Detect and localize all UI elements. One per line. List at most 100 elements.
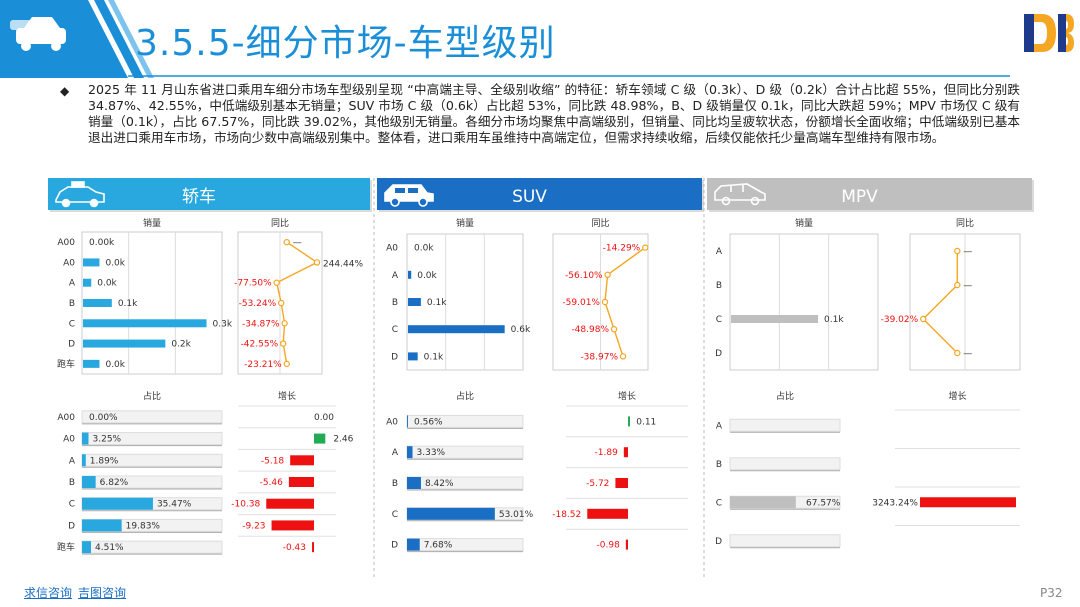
volume-value-label: 0.1k [824,315,844,325]
growth-value-label: 0.11 [636,417,656,427]
share-value-label: 67.57% [806,498,841,508]
segment-header: 轿车 [48,178,372,212]
growth-bar [587,508,628,519]
category-label: C [69,500,75,510]
category-label: D [715,537,722,547]
category-label: 跑车 [57,541,75,553]
yoy-point [283,360,290,368]
category-label: C [69,319,75,329]
yoy-label: 同比 [271,217,289,229]
growth-bar [290,455,314,466]
bullet-icon: ◆ [60,84,70,98]
share-value-label: 0.00% [89,413,118,423]
yoy-series-line [604,247,646,357]
yoy-point [619,353,627,360]
growth-value-label: -9.23 [242,521,265,531]
volume-value-label: 0.00k [89,238,115,248]
yoy-point [954,247,961,255]
share-bar [407,507,495,520]
share-label: 占比 [456,390,474,402]
yoy-value-label: -42.55% [241,340,279,350]
footer-link-jitu[interactable]: 吉图咨询 [78,586,127,600]
volume-bar [83,278,92,287]
volume-bar [83,258,100,267]
category-label: A00 [57,238,75,248]
category-label: A0 [386,417,398,427]
page-number: P32 [1040,586,1063,600]
category-label: D [715,349,722,359]
volume-bar [408,325,505,334]
share-label: 占比 [776,390,794,402]
yoy-value-label: -38.97% [580,352,618,362]
category-label: B [392,479,398,489]
summary-text: 2025 年 11 月山东省进口乘用车细分市场车型级别呈现 “中高端主导、全级别… [88,82,1020,145]
share-bar-track [81,410,223,424]
growth-value-label: 0.00 [314,413,334,423]
share-bar [82,541,92,554]
yoy-label: 同比 [956,217,974,229]
growth-label: 增长 [618,390,636,402]
share-value-label: 3.25% [93,435,122,445]
volume-plot-frame [406,233,524,371]
growth-value-label: -5.46 [260,478,284,488]
growth-value-label: -0.43 [283,543,306,553]
volume-value-label: 0.0k [97,279,117,289]
segment-title: MPV [841,187,878,207]
growth-value-label: -10.38 [231,500,260,510]
volume-value-label: 0.2k [171,340,191,350]
growth-value-label: -5.72 [586,479,609,489]
suv-car-icon [384,184,434,207]
yoy-point [610,325,618,333]
yoy-value-label: 244.44% [323,259,363,269]
category-label: D [391,352,398,362]
volume-value-label: 0.0k [105,360,125,370]
share-value-label: 4.51% [95,543,124,553]
segment-title: SUV [512,187,547,207]
share-value-label: 53.01% [499,510,534,520]
category-label: D [391,541,398,551]
category-label: C [716,315,722,325]
share-bar [730,496,796,509]
taxi-car-icon [55,181,105,208]
category-label: B [392,298,398,308]
page-title: 3.5.5-细分市场-车型级别 [135,23,556,64]
share-value-label: 1.89% [90,456,119,466]
category-label: C [392,325,398,335]
volume-bar [408,270,412,279]
growth-value-label: -1.89 [595,448,619,458]
segment-title: 轿车 [182,187,216,207]
growth-value-label: 3243.24% [872,498,918,508]
brand-logo-icon [1024,14,1074,52]
growth-value-label: -18.52 [552,510,581,520]
category-label: D [68,340,75,350]
yoy-point [281,320,288,327]
volume-bar [731,315,819,323]
category-label: B [716,460,722,470]
share-value-label: 8.42% [425,479,454,489]
category-label: A0 [386,244,398,254]
share-bar-track [729,418,841,432]
growth-bar [920,497,1016,508]
volume-bar [83,319,207,328]
category-label: A [69,456,76,466]
category-label: A [392,271,399,281]
footer-link-qiuxin[interactable]: 求信咨询 [24,586,73,600]
share-value-label: 19.83% [126,521,161,531]
footer-links: 求信咨询 吉图咨询 [24,584,132,601]
growth-bar [615,478,628,488]
growth-bar [266,498,314,509]
volume-bar [83,359,100,368]
yoy-point [601,298,609,306]
yoy-value-label: -59.01% [562,298,600,308]
growth-bar [628,416,630,427]
category-label: B [69,299,75,309]
volume-bar [83,339,166,348]
volume-value-label: 0.1k [424,352,444,362]
yoy-point [954,349,961,357]
category-label: D [68,521,75,531]
category-label: C [392,510,398,520]
